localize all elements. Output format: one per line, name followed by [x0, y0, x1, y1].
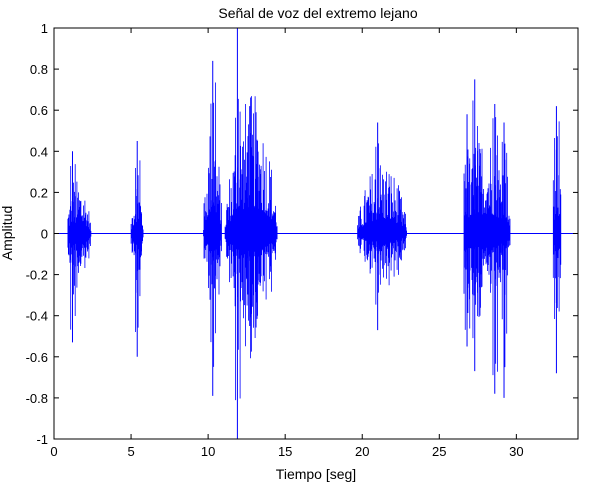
y-tick-label: 0.6 [30, 103, 48, 118]
x-tick-label: 15 [278, 444, 292, 459]
x-tick-label: 0 [50, 444, 57, 459]
y-tick-label: 0.4 [30, 144, 48, 159]
y-axis: -1 -0.8 -0.6 -0.4 -0.2 0 0.2 0.4 0.6 0.8 1 [26, 21, 578, 447]
signal-burst [357, 168, 407, 286]
y-tick-label: 1 [41, 21, 48, 36]
y-tick-label: 0.8 [30, 62, 48, 77]
x-tick-label: 5 [127, 444, 134, 459]
x-tick-label: 20 [355, 444, 369, 459]
y-tick-label: -0.2 [26, 268, 48, 283]
y-tick-label: 0.2 [30, 185, 48, 200]
x-axis: 0 5 10 15 20 25 30 [50, 28, 524, 459]
y-tick-label: 0 [41, 227, 48, 242]
y-axis-label: Amplitud [0, 206, 15, 260]
y-tick-label: -0.8 [26, 391, 48, 406]
x-tick-label: 25 [432, 444, 446, 459]
signal-series [54, 28, 578, 439]
y-tick-label: -0.4 [26, 309, 48, 324]
x-tick-label: 10 [201, 444, 215, 459]
x-axis-label: Tiempo [seg] [276, 466, 356, 482]
signal-burst-path [357, 168, 407, 286]
y-tick-label: -1 [36, 432, 48, 447]
y-tick-label: -0.6 [26, 350, 48, 365]
x-tick-label: 30 [509, 444, 523, 459]
chart-title: Señal de voz del extremo lejano [218, 5, 417, 21]
